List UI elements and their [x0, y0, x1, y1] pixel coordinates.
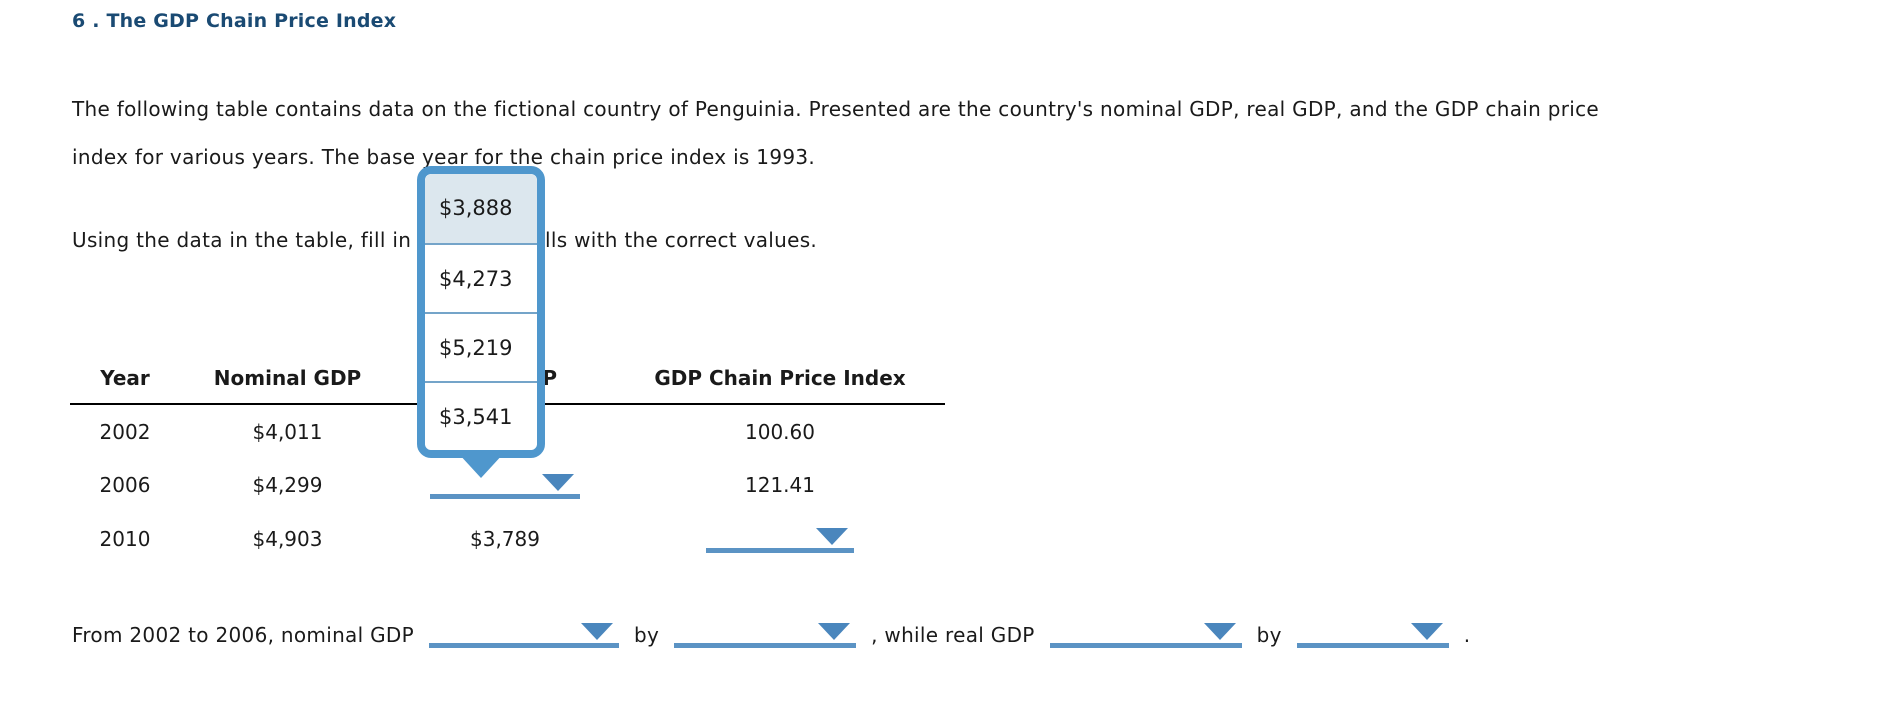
chain-index-2006: 121.41: [745, 473, 815, 497]
real-gdp-amount-select[interactable]: [1296, 620, 1449, 648]
dropdown-option[interactable]: $5,219: [425, 312, 537, 381]
header-nominal-gdp: Nominal GDP: [180, 366, 395, 405]
year-2006: 2006: [99, 473, 151, 497]
header-chain-price-index: GDP Chain Price Index: [615, 366, 945, 405]
sentence-part-5: .: [1463, 623, 1471, 647]
nominal-gdp-2006: $4,299: [252, 473, 323, 497]
caret-down-icon: [580, 623, 613, 640]
dropdown-option[interactable]: $3,541: [425, 381, 537, 450]
nominal-gdp-amount-select[interactable]: [674, 620, 857, 648]
real-gdp-2010: $3,789: [470, 527, 540, 551]
caret-down-icon: [816, 528, 848, 545]
dropdown-option[interactable]: $4,273: [425, 243, 537, 312]
chain-index-2010-cell: [615, 512, 945, 566]
dropdown-option-list: $3,888 $4,273 $5,219 $3,541: [425, 174, 537, 450]
year-2002: 2002: [99, 419, 151, 444]
intro-line-2: index for various years. The base year f…: [72, 145, 816, 169]
real-gdp-change-select[interactable]: [1049, 620, 1242, 648]
dropdown-option[interactable]: $3,888: [425, 174, 537, 243]
table-row: 2006 $4,299 121.41: [70, 458, 945, 512]
real-gdp-2006-cell: [395, 458, 615, 512]
nominal-gdp-2002: $4,011: [252, 419, 323, 444]
chain-index-2010-select[interactable]: [706, 525, 854, 553]
intro-line-1: The following table contains data on the…: [72, 97, 1600, 121]
dropdown-pointer-icon: [458, 453, 504, 478]
caret-down-icon: [542, 474, 574, 491]
caret-down-icon: [1203, 623, 1236, 640]
intro-paragraph: The following table contains data on the…: [72, 96, 1599, 192]
sentence-part-3: , while real GDP: [871, 623, 1035, 647]
nominal-gdp-change-select[interactable]: [428, 620, 619, 648]
sentence-part-2: by: [633, 623, 660, 647]
table-row: 2002 $4,011 100.60: [70, 404, 945, 458]
sentence-part-4: by: [1256, 623, 1282, 647]
header-year: Year: [70, 366, 180, 405]
caret-down-icon: [1410, 623, 1443, 640]
fill-in-sentence: From 2002 to 2006, nominal GDP by , whil…: [72, 620, 1470, 648]
page-title: 6 . The GDP Chain Price Index: [72, 10, 397, 32]
year-2010: 2010: [99, 527, 151, 551]
nominal-gdp-2010: $4,903: [252, 527, 323, 551]
sentence-part-1: From 2002 to 2006, nominal GDP: [72, 623, 414, 647]
table-row: 2010 $4,903 $3,789: [70, 512, 945, 566]
chain-index-2002: 100.60: [745, 419, 815, 444]
real-gdp-2006-select[interactable]: [430, 471, 580, 499]
dropdown-popup: $3,888 $4,273 $5,219 $3,541: [417, 166, 545, 478]
caret-down-icon: [818, 623, 851, 640]
